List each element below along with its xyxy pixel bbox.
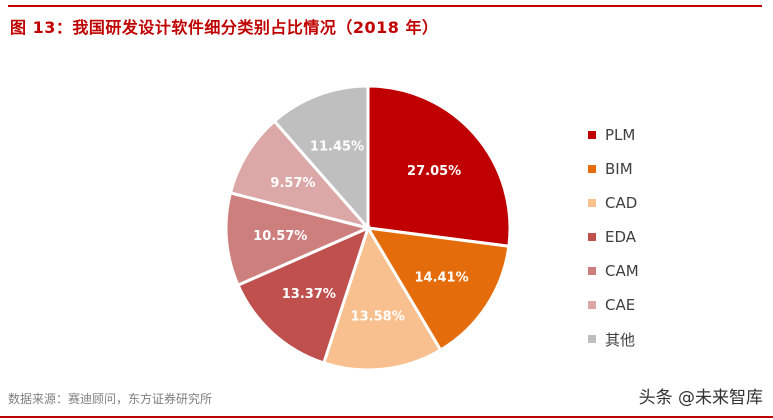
legend-item-BIM: BIM	[588, 152, 639, 186]
chart-title: 图 13：我国研发设计软件细分类别占比情况（2018 年）	[10, 18, 439, 37]
legend-label: BIM	[605, 160, 633, 178]
source-note: 数据来源：赛迪顾问，东方证券研究所	[8, 392, 213, 406]
legend-item-PLM: PLM	[588, 118, 639, 152]
legend-swatch-icon	[588, 335, 596, 343]
slice-label-CAD: 13.58%	[351, 310, 405, 325]
slice-label-PLM: 27.05%	[407, 164, 461, 179]
slice-label-CAM: 10.57%	[253, 229, 307, 244]
legend-label: CAE	[605, 296, 636, 314]
legend-swatch-icon	[588, 131, 596, 139]
slice-label-EDA: 13.37%	[282, 287, 336, 302]
legend-item-CAD: CAD	[588, 186, 639, 220]
pie-slice-EDA	[236, 225, 371, 365]
watermark: 头条 @未来智库	[638, 388, 763, 408]
legend-item-EDA: EDA	[588, 220, 639, 254]
pie-slice-CAE	[228, 119, 373, 231]
pie-slice-CAD	[321, 224, 443, 372]
legend-label: EDA	[605, 228, 637, 246]
legend-swatch-icon	[588, 165, 596, 173]
pie-slice-其他	[272, 84, 370, 232]
legend-label: CAM	[605, 262, 639, 280]
legend-item-CAM: CAM	[588, 254, 639, 288]
legend-label: CAD	[605, 194, 638, 212]
pie-slice-CAM	[224, 191, 373, 288]
top-rule	[8, 5, 762, 7]
pie-slice-PLM	[366, 84, 512, 248]
legend: PLM BIM CAD EDA CAM CAE 其他	[588, 118, 639, 356]
legend-swatch-icon	[588, 233, 596, 241]
legend-item-CAE: CAE	[588, 288, 639, 322]
legend-swatch-icon	[588, 199, 596, 207]
slice-label-CAE: 9.57%	[270, 176, 315, 191]
bottom-rule	[0, 416, 773, 418]
pie-slice-BIM	[365, 226, 511, 353]
legend-swatch-icon	[588, 301, 596, 309]
legend-item-其他: 其他	[588, 322, 639, 356]
slice-label-其他: 11.45%	[310, 140, 364, 155]
legend-label: 其他	[605, 330, 636, 349]
legend-label: PLM	[605, 126, 636, 144]
legend-swatch-icon	[588, 267, 596, 275]
slice-label-BIM: 14.41%	[414, 270, 468, 285]
